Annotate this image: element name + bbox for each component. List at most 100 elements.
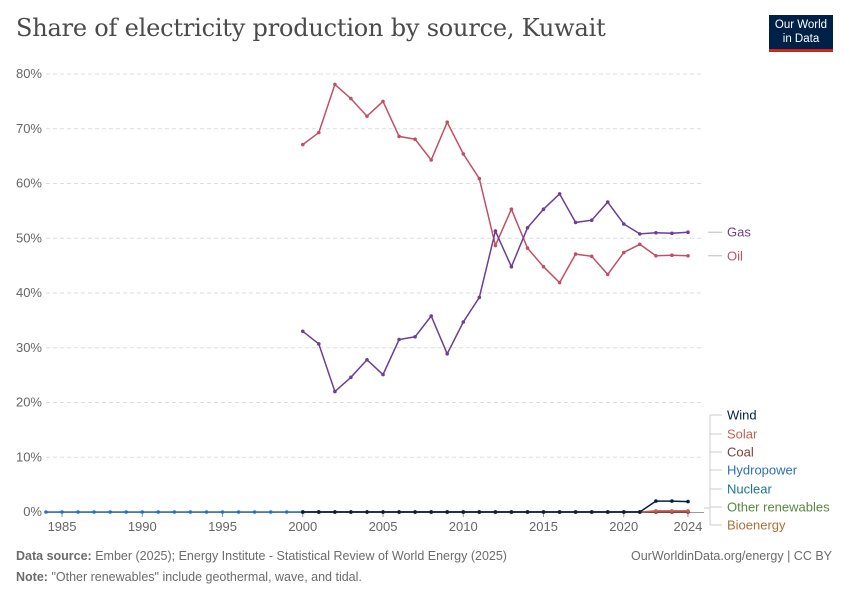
data-point-hydropower[interactable] (188, 510, 193, 514)
data-point-wind[interactable] (397, 510, 401, 514)
data-point-hydropower[interactable] (76, 510, 80, 514)
data-point-oil[interactable] (654, 254, 658, 258)
data-point-gas[interactable] (638, 232, 642, 236)
owid-logo[interactable]: Our World in Data (769, 15, 833, 52)
data-point-gas[interactable] (525, 226, 530, 230)
data-point-gas[interactable] (670, 231, 674, 236)
data-point-wind[interactable] (317, 510, 321, 514)
data-point-wind[interactable] (573, 510, 578, 514)
series-label-hydropower[interactable]: Hydropower (727, 463, 798, 478)
data-point-hydropower[interactable] (156, 510, 161, 514)
data-point-hydropower[interactable] (124, 510, 128, 514)
data-point-oil[interactable] (509, 207, 514, 211)
data-point-wind[interactable] (541, 510, 546, 514)
data-point-oil[interactable] (557, 280, 562, 285)
data-point-wind[interactable] (349, 510, 353, 514)
data-point-wind[interactable] (333, 510, 337, 514)
data-point-gas[interactable] (654, 231, 658, 235)
data-point-hydropower[interactable] (268, 510, 273, 514)
data-point-hydropower[interactable] (44, 510, 48, 514)
data-point-gas[interactable] (413, 335, 417, 339)
data-point-wind[interactable] (622, 510, 626, 514)
data-point-wind[interactable] (654, 499, 658, 503)
data-point-wind[interactable] (686, 499, 690, 504)
data-point-hydropower[interactable] (252, 510, 257, 514)
data-point-oil[interactable] (445, 120, 450, 124)
data-point-wind[interactable] (493, 510, 498, 514)
data-point-hydropower[interactable] (220, 510, 225, 514)
data-point-gas[interactable] (541, 207, 546, 211)
data-point-gas[interactable] (365, 358, 369, 362)
series-label-other-renewables[interactable]: Other renewables (727, 500, 830, 515)
series-label-coal[interactable]: Coal (727, 445, 754, 460)
data-point-gas[interactable] (349, 375, 353, 380)
data-point-oil[interactable] (429, 158, 434, 162)
data-point-oil[interactable] (686, 254, 690, 258)
data-point-gas[interactable] (429, 314, 434, 318)
data-point-wind[interactable] (557, 510, 562, 514)
data-point-wind[interactable] (477, 510, 482, 514)
data-point-gas[interactable] (381, 372, 385, 377)
data-point-wind[interactable] (301, 510, 305, 514)
series-labels[interactable]: Gas Oil Wind Solar Coal Hydropower Nuclear Othe… (704, 225, 830, 533)
series-label-bioenergy[interactable]: Bioenergy (727, 518, 786, 533)
data-point-oil[interactable] (317, 130, 321, 135)
series-label-wind[interactable]: Wind (727, 408, 757, 423)
data-point-solar[interactable] (686, 509, 690, 513)
data-point-oil[interactable] (397, 134, 401, 139)
series-label-nuclear[interactable]: Nuclear (727, 482, 772, 497)
data-point-gas[interactable] (686, 230, 690, 234)
data-point-wind[interactable] (638, 510, 642, 514)
data-point-hydropower[interactable] (204, 510, 209, 514)
data-point-oil[interactable] (541, 264, 546, 269)
data-point-gas[interactable] (317, 342, 321, 346)
data-point-gas[interactable] (301, 329, 305, 334)
data-point-wind[interactable] (381, 510, 385, 514)
data-point-hydropower[interactable] (92, 510, 96, 514)
data-point-oil[interactable] (525, 246, 530, 250)
data-point-wind[interactable] (670, 499, 674, 503)
data-point-oil[interactable] (589, 254, 594, 259)
data-point-gas[interactable] (557, 192, 562, 196)
data-point-oil[interactable] (413, 137, 417, 141)
series-label-gas[interactable]: Gas (727, 225, 751, 240)
data-point-gas[interactable] (461, 320, 466, 324)
data-point-oil[interactable] (622, 250, 626, 255)
data-point-oil[interactable] (573, 252, 578, 256)
data-point-oil[interactable] (461, 152, 466, 156)
data-point-gas[interactable] (605, 200, 610, 204)
data-point-gas[interactable] (493, 229, 498, 233)
data-point-hydropower[interactable] (140, 510, 145, 514)
data-point-wind[interactable] (445, 510, 450, 514)
data-point-wind[interactable] (413, 510, 417, 514)
data-point-gas[interactable] (397, 337, 401, 342)
data-point-solar[interactable] (670, 509, 674, 513)
data-point-wind[interactable] (525, 510, 530, 514)
data-point-hydropower[interactable] (172, 510, 177, 514)
data-point-wind[interactable] (509, 510, 514, 514)
data-point-gas[interactable] (333, 389, 337, 394)
data-point-wind[interactable] (605, 510, 610, 514)
data-point-oil[interactable] (493, 243, 498, 248)
data-point-gas[interactable] (445, 352, 450, 356)
data-point-gas[interactable] (573, 220, 578, 225)
data-point-oil[interactable] (365, 114, 369, 118)
data-point-oil[interactable] (381, 99, 385, 104)
data-point-oil[interactable] (638, 242, 642, 247)
data-point-gas[interactable] (622, 222, 626, 226)
data-point-oil[interactable] (301, 142, 305, 147)
data-point-oil[interactable] (349, 96, 353, 101)
series-label-solar[interactable]: Solar (727, 427, 758, 442)
data-point-oil[interactable] (605, 272, 610, 277)
data-point-hydropower[interactable] (236, 510, 241, 514)
data-point-hydropower[interactable] (60, 510, 64, 514)
series-label-oil[interactable]: Oil (727, 248, 743, 263)
data-point-hydropower[interactable] (284, 510, 289, 514)
data-point-gas[interactable] (477, 295, 482, 300)
data-point-wind[interactable] (589, 510, 594, 514)
data-point-oil[interactable] (477, 176, 482, 181)
data-point-gas[interactable] (509, 264, 514, 269)
data-point-wind[interactable] (461, 510, 466, 514)
data-point-hydropower[interactable] (108, 510, 112, 514)
data-point-wind[interactable] (365, 510, 369, 514)
